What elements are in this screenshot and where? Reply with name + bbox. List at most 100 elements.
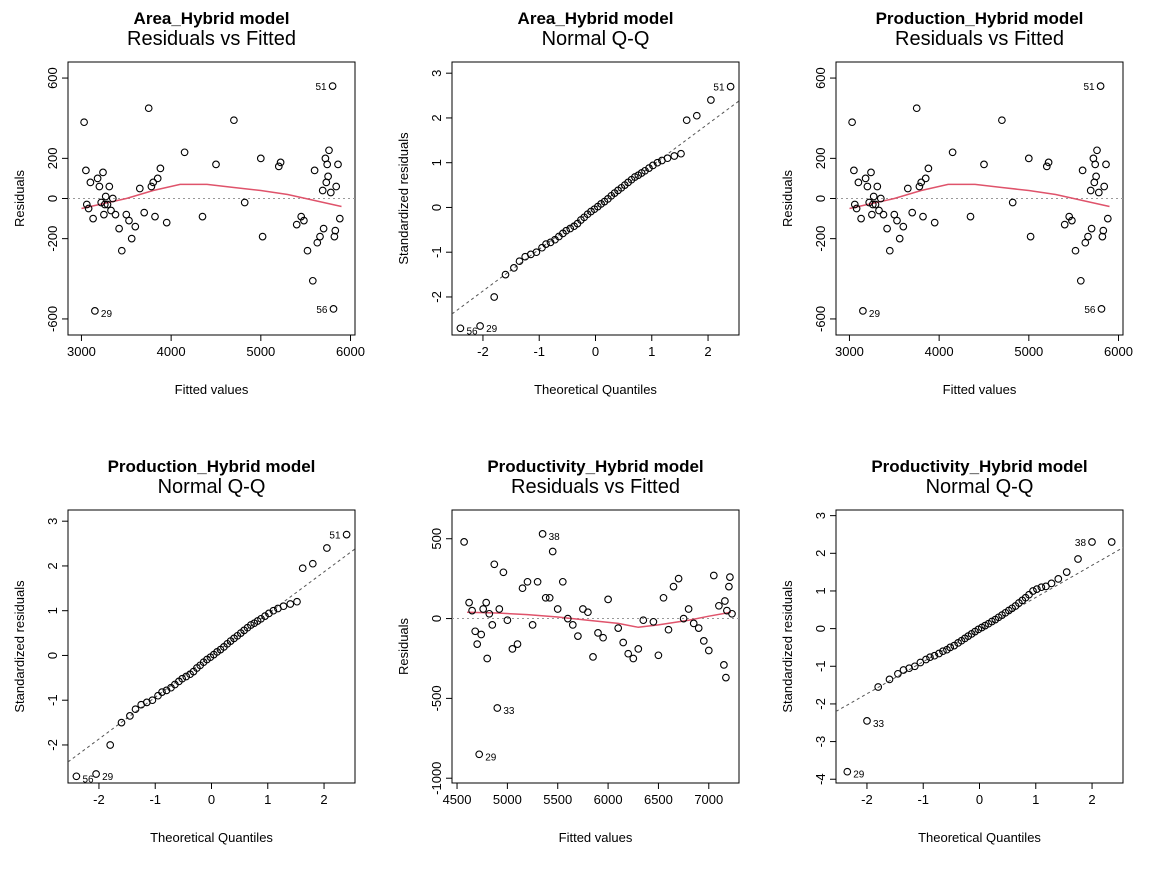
- data-point: [843, 767, 852, 776]
- data-point: [659, 593, 668, 602]
- qq-reference-line: [452, 100, 739, 315]
- data-point: [1081, 238, 1090, 247]
- x-tick-label: 4500: [443, 792, 472, 807]
- data-point: [674, 574, 683, 583]
- data-point: [614, 624, 623, 632]
- data-point: [471, 627, 480, 636]
- data-point: [117, 718, 126, 727]
- data-point: [482, 598, 491, 607]
- data-point: [99, 168, 107, 177]
- data-point: [677, 149, 685, 158]
- x-tick-label: 4000: [925, 344, 954, 359]
- data-point: [292, 220, 301, 229]
- data-point: [852, 204, 861, 213]
- data-point: [917, 178, 926, 187]
- smooth-trend-line: [849, 183, 1110, 210]
- data-point: [1102, 160, 1110, 169]
- y-tick-label: -4: [813, 773, 828, 785]
- data-point: [939, 647, 947, 656]
- plot-title: Area_Hybrid model: [134, 9, 290, 28]
- data-point: [490, 293, 499, 301]
- data-point: [910, 662, 919, 671]
- data-point: [325, 146, 333, 155]
- data-point: [149, 178, 158, 187]
- plot-frame: [451, 509, 740, 784]
- data-point: [456, 324, 465, 333]
- data-point: [1062, 568, 1071, 576]
- data-point: [895, 234, 904, 243]
- data-point: [334, 160, 342, 169]
- data-point: [1096, 82, 1105, 90]
- data-point: [198, 212, 207, 221]
- data-point: [879, 210, 888, 219]
- data-point: [125, 216, 133, 225]
- x-axis-label: Fitted values: [175, 382, 249, 397]
- data-point: [548, 547, 557, 556]
- y-tick-label: -500: [429, 685, 444, 711]
- y-tick-label: -600: [813, 306, 828, 332]
- data-point: [300, 216, 308, 225]
- data-point: [542, 240, 550, 248]
- point-label: 56: [1084, 305, 1096, 316]
- y-tick-label: 3: [813, 512, 828, 519]
- data-point: [863, 182, 872, 191]
- y-tick-label: 1: [429, 159, 444, 166]
- point-label: 38: [1075, 538, 1087, 549]
- data-point: [998, 116, 1006, 125]
- data-point: [162, 218, 171, 227]
- plot-subtitle: Normal Q-Q: [542, 28, 650, 50]
- data-point: [848, 118, 856, 127]
- x-axis-label: Theoretical Quantiles: [150, 830, 273, 845]
- plot-data-area: [68, 530, 355, 781]
- data-point: [538, 530, 547, 538]
- data-point: [324, 172, 332, 181]
- x-tick-label: 5000: [493, 792, 522, 807]
- data-point: [682, 116, 691, 125]
- plot-subtitle: Normal Q-Q: [158, 476, 266, 498]
- x-tick-label: -1: [149, 792, 161, 807]
- y-axis-label: Residuals: [12, 169, 27, 227]
- data-point: [1060, 220, 1069, 229]
- data-point: [1033, 585, 1041, 593]
- data-point: [89, 214, 97, 223]
- x-tick-label: 0: [976, 792, 983, 807]
- data-point: [1088, 538, 1096, 546]
- data-point: [1092, 172, 1100, 181]
- data-point: [645, 164, 653, 172]
- data-point: [135, 184, 144, 193]
- data-point: [72, 772, 81, 781]
- data-point: [127, 234, 136, 243]
- data-point: [95, 182, 104, 191]
- data-point: [156, 164, 165, 173]
- data-point: [148, 696, 157, 705]
- data-point: [885, 246, 894, 255]
- data-point: [332, 182, 341, 191]
- x-tick-label: 5000: [246, 344, 275, 359]
- data-point: [930, 651, 939, 660]
- y-tick-label: -200: [813, 226, 828, 252]
- data-point: [131, 222, 140, 231]
- data-point: [726, 573, 734, 581]
- qq-reference-line: [68, 548, 355, 763]
- data-point: [859, 307, 867, 315]
- qq-reference-line: [836, 547, 1123, 712]
- data-point: [562, 226, 571, 235]
- plot-frame: [67, 61, 356, 336]
- data-point: [465, 598, 473, 607]
- y-tick-label: -1: [429, 246, 444, 258]
- x-axis-label: Theoretical Quantiles: [534, 382, 657, 397]
- data-point: [495, 605, 504, 613]
- data-point: [158, 688, 166, 696]
- point-label: 51: [329, 531, 341, 542]
- data-point: [476, 322, 484, 330]
- data-point: [589, 653, 597, 661]
- data-point: [541, 593, 550, 602]
- y-tick-label: -3: [813, 736, 828, 748]
- data-point: [107, 206, 115, 215]
- y-axis-label: Residuals: [780, 169, 795, 227]
- data-point: [893, 216, 901, 225]
- plot-frame: [835, 509, 1124, 784]
- data-point: [1084, 232, 1092, 241]
